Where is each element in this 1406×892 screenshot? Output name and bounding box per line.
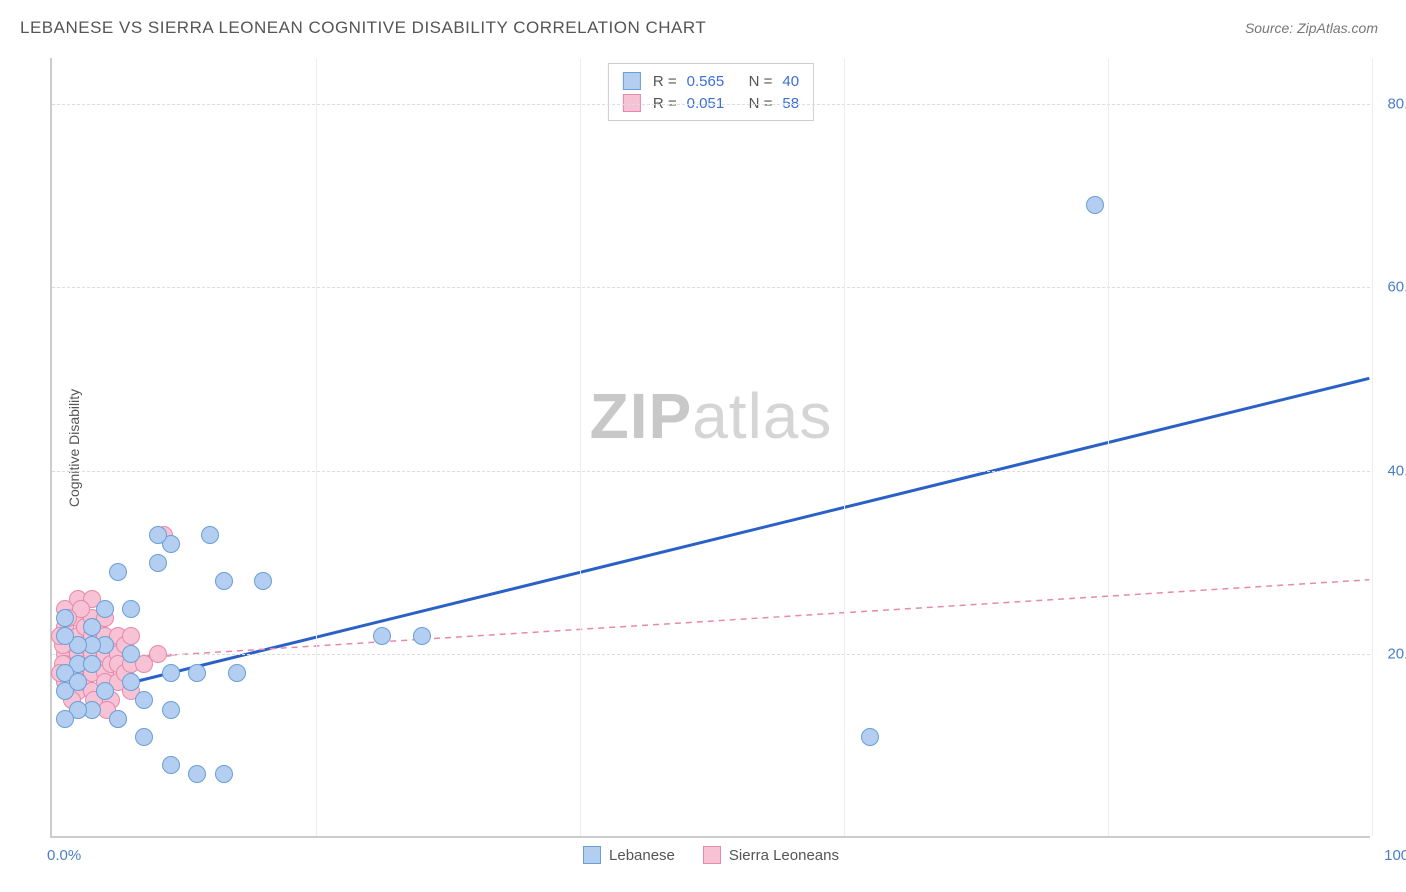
scatter-point <box>149 645 167 663</box>
scatter-point <box>83 655 101 673</box>
scatter-point <box>56 627 74 645</box>
legend-swatch <box>703 846 721 864</box>
scatter-point <box>162 701 180 719</box>
scatter-point <box>228 664 246 682</box>
scatter-point <box>83 618 101 636</box>
y-tick-label: 40.0% <box>1375 462 1406 479</box>
scatter-point <box>162 664 180 682</box>
legend-item: Sierra Leoneans <box>703 846 839 864</box>
plot-area: ZIPatlas R =0.565N =40R =0.051N =58 Leba… <box>50 58 1370 838</box>
scatter-point <box>201 526 219 544</box>
scatter-point <box>109 710 127 728</box>
legend-item: Lebanese <box>583 846 675 864</box>
gridline-v <box>1108 58 1109 836</box>
scatter-point <box>56 710 74 728</box>
gridline-v <box>1372 58 1373 836</box>
scatter-point <box>122 627 140 645</box>
gridline-h <box>52 104 1370 105</box>
gridline-h <box>52 471 1370 472</box>
scatter-point <box>135 691 153 709</box>
gridline-v <box>844 58 845 836</box>
n-label: N = <box>749 73 773 90</box>
source-credit: Source: ZipAtlas.com <box>1245 20 1378 36</box>
scatter-point <box>254 572 272 590</box>
legend-label: Sierra Leoneans <box>729 847 839 864</box>
scatter-point <box>861 728 879 746</box>
scatter-point <box>413 627 431 645</box>
r-label: R = <box>653 73 677 90</box>
scatter-point <box>122 673 140 691</box>
scatter-point <box>96 600 114 618</box>
legend-swatch <box>583 846 601 864</box>
correlation-legend: R =0.565N =40R =0.051N =58 <box>608 63 814 121</box>
scatter-point <box>162 756 180 774</box>
gridline-v <box>580 58 581 836</box>
series-legend: Lebanese Sierra Leoneans <box>583 846 839 864</box>
scatter-point <box>215 765 233 783</box>
scatter-point <box>188 765 206 783</box>
r-value: 0.565 <box>687 73 737 90</box>
gridline-v <box>316 58 317 836</box>
scatter-point <box>122 600 140 618</box>
scatter-point <box>149 554 167 572</box>
scatter-point <box>109 563 127 581</box>
y-tick-label: 60.0% <box>1375 279 1406 296</box>
scatter-point <box>69 673 87 691</box>
chart-title: LEBANESE VS SIERRA LEONEAN COGNITIVE DIS… <box>20 18 706 38</box>
scatter-point <box>56 609 74 627</box>
watermark: ZIPatlas <box>590 379 833 453</box>
corr-legend-row: R = 0.565 N = 40 <box>623 70 799 92</box>
y-tick-label: 80.0% <box>1375 95 1406 112</box>
trend-lines <box>52 58 1370 836</box>
gridline-h <box>52 287 1370 288</box>
scatter-point <box>215 572 233 590</box>
y-tick-label: 20.0% <box>1375 646 1406 663</box>
legend-swatch <box>623 72 641 90</box>
trend-line <box>66 378 1369 698</box>
legend-label: Lebanese <box>609 847 675 864</box>
scatter-point <box>96 682 114 700</box>
scatter-point <box>1086 196 1104 214</box>
scatter-point <box>188 664 206 682</box>
scatter-point <box>122 645 140 663</box>
x-tick-min: 0.0% <box>47 847 81 864</box>
n-value: 40 <box>782 73 799 90</box>
scatter-chart: Cognitive Disability ZIPatlas R =0.565N … <box>50 58 1370 838</box>
trend-line-dashed <box>171 580 1369 655</box>
gridline-h <box>52 654 1370 655</box>
scatter-point <box>149 526 167 544</box>
scatter-point <box>373 627 391 645</box>
x-tick-max: 100.0% <box>1384 847 1406 864</box>
scatter-point <box>135 728 153 746</box>
